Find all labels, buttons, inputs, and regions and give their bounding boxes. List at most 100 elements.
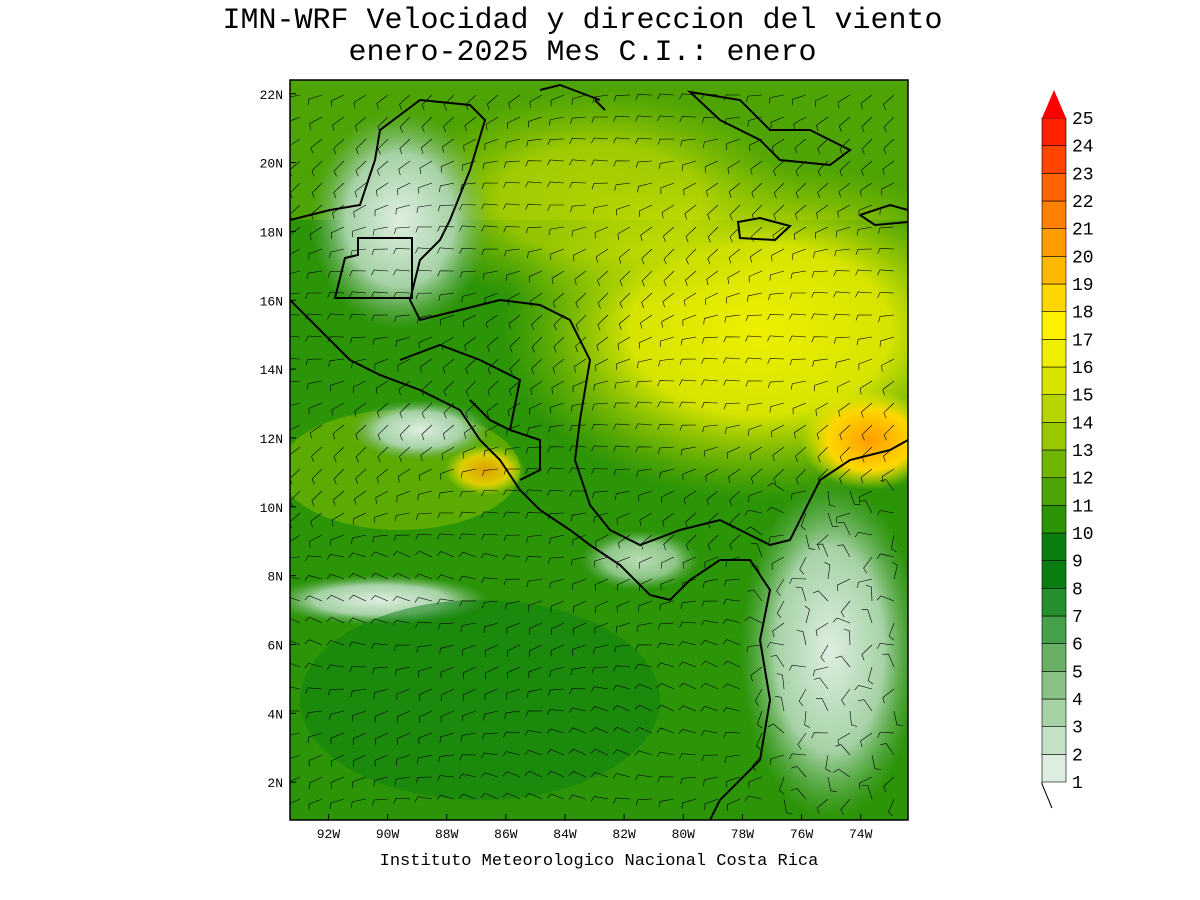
- wind-barb: [348, 594, 367, 602]
- colorbar-bin: [1041, 228, 1067, 257]
- wind-barb: [416, 644, 433, 653]
- wind-barb: [641, 270, 653, 287]
- wind-barb: [867, 666, 874, 685]
- wind-barb: [816, 543, 829, 558]
- wind-barb: [415, 247, 433, 254]
- wind-barb: [348, 573, 367, 580]
- wind-barb: [524, 792, 543, 800]
- wind-barb: [744, 795, 763, 802]
- wind-barb: [861, 160, 873, 176]
- wind-barb: [290, 94, 301, 98]
- wind-barb: [571, 94, 587, 105]
- wind-barb: [503, 731, 521, 738]
- wind-barb: [572, 380, 587, 393]
- wind-barb: [858, 699, 873, 712]
- wind-barb: [793, 424, 807, 439]
- wind-barb: [377, 138, 389, 155]
- wind-barb: [508, 94, 521, 109]
- wind-barb: [399, 138, 411, 155]
- wind-barb: [528, 622, 543, 635]
- wind-barb: [290, 335, 301, 338]
- lon-tick-label: 76W: [790, 827, 814, 842]
- wind-barb: [678, 728, 697, 735]
- wind-barb: [503, 511, 521, 518]
- wind-barb: [725, 424, 741, 435]
- wind-barb: [591, 666, 609, 674]
- wind-barb: [482, 270, 499, 280]
- wind-barb: [525, 446, 543, 454]
- wind-barb: [878, 226, 895, 234]
- wind-barb: [421, 402, 433, 419]
- lat-tick-label: 4N: [267, 707, 283, 722]
- lat-tick-label: 16N: [260, 294, 283, 309]
- wind-barb: [311, 160, 323, 177]
- wind-barb: [789, 578, 807, 585]
- wind-barb: [879, 336, 895, 347]
- wind-barb: [458, 773, 477, 780]
- wind-barb: [597, 314, 609, 331]
- wind-barb: [815, 698, 829, 712]
- wind-barb: [726, 776, 741, 788]
- wind-barb: [290, 468, 301, 485]
- wind-barb: [392, 572, 411, 580]
- wind-barb: [290, 534, 301, 542]
- wind-barb: [572, 534, 587, 546]
- colorbar-bin: [1041, 671, 1067, 700]
- wind-barb: [326, 664, 345, 671]
- colorbar-label: 14: [1072, 414, 1094, 434]
- wind-barb: [797, 732, 807, 750]
- wind-barb: [617, 336, 631, 351]
- wind-barb: [506, 644, 521, 657]
- wind-barb: [767, 358, 785, 365]
- wind-barb: [750, 666, 763, 682]
- wind-barb: [290, 138, 301, 146]
- wind-barb: [481, 511, 499, 518]
- wind-barb: [790, 380, 807, 390]
- wind-barb: [816, 204, 829, 219]
- wind-barb: [791, 765, 807, 778]
- colorbar-bin: [1041, 726, 1067, 755]
- wind-barb: [877, 247, 895, 254]
- wind-barb: [438, 490, 455, 499]
- wind-barb: [438, 292, 455, 301]
- wind-barb: [330, 754, 345, 767]
- wind-barb: [399, 446, 411, 462]
- wind-barb: [745, 335, 763, 342]
- wind-barb: [507, 402, 521, 417]
- wind-barb: [843, 628, 851, 646]
- wind-barb: [729, 226, 741, 243]
- wind-barb: [290, 686, 301, 690]
- wind-barb: [525, 710, 543, 717]
- wind-barb: [355, 446, 367, 463]
- wind-barb: [420, 138, 433, 154]
- wind-barb: [509, 358, 521, 375]
- wind-barb: [833, 768, 851, 778]
- wind-barb: [685, 270, 697, 286]
- wind-barb: [700, 640, 719, 646]
- wind-barb: [812, 590, 829, 602]
- wind-barb: [783, 798, 793, 815]
- wind-barb: [525, 556, 543, 562]
- wind-barb: [393, 644, 411, 651]
- wind-barb: [352, 710, 367, 722]
- wind-barb: [308, 798, 323, 811]
- wind-barb: [835, 358, 851, 369]
- wind-barb: [813, 248, 829, 259]
- wind-barb: [440, 314, 455, 326]
- wind-barb: [547, 489, 565, 496]
- wind-barb: [861, 424, 873, 441]
- wind-barb: [372, 534, 389, 543]
- wind-barb: [304, 595, 323, 602]
- wind-barb: [458, 793, 477, 800]
- wind-barb: [420, 446, 433, 462]
- wind-barb: [836, 512, 851, 524]
- wind-barb: [746, 402, 763, 411]
- wind-barb: [326, 594, 345, 602]
- wind-barb: [751, 226, 763, 243]
- wind-barb: [703, 138, 719, 148]
- wind-barb: [840, 798, 851, 816]
- wind-barb: [635, 644, 653, 651]
- wind-barb: [747, 589, 763, 602]
- wind-barb: [860, 402, 873, 418]
- wind-barb: [775, 696, 785, 712]
